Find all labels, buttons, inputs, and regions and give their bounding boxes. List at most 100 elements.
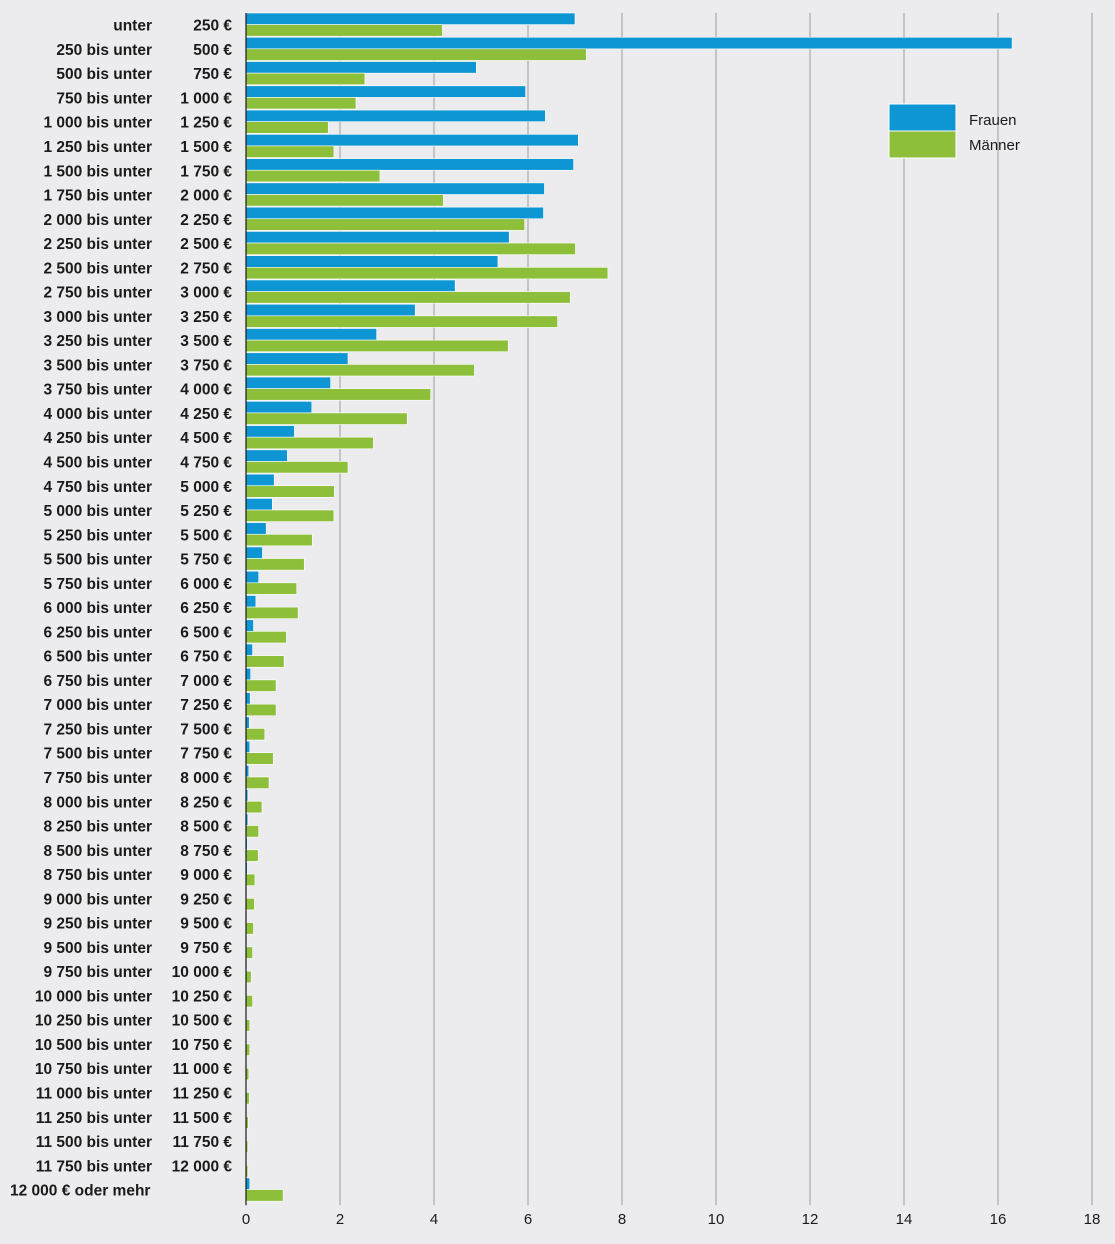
bar-frauen: [245, 425, 295, 438]
bar-maenner: [245, 291, 571, 304]
bar-frauen: [245, 279, 456, 292]
category-label-upper: 4 000 €: [180, 382, 232, 399]
bar-maenner: [245, 849, 259, 862]
category-label-upper: 12 000 €: [172, 1158, 233, 1175]
bar-frauen: [245, 546, 263, 559]
category-label: 6 000 bis unter: [43, 600, 152, 617]
bar-maenner: [245, 169, 381, 183]
category-label: 9 500 bis unter: [43, 940, 152, 957]
category-label-upper: 9 500 €: [180, 916, 232, 933]
category-label: 10 500 bis unter: [35, 1037, 152, 1054]
x-axis-tick-labels: 0 2 4 6 8 10 12 14 16 18: [242, 1211, 1101, 1228]
category-label-upper: 3 500 €: [180, 333, 232, 350]
bar-maenner: [245, 558, 305, 571]
category-label-upper: 11 500 €: [173, 1110, 233, 1127]
category-label: 8 750 bis unter: [43, 867, 152, 884]
bar-frauen: [245, 498, 273, 511]
category-label: 250 bis unter: [56, 42, 152, 59]
bar-maenner: [245, 194, 444, 207]
category-label-upper: 10 000 €: [172, 964, 233, 981]
category-label: 8 250 bis unter: [43, 819, 152, 836]
bar-maenner: [245, 266, 609, 280]
category-label-upper: 250 €: [193, 18, 232, 35]
bar-frauen: [245, 61, 477, 74]
bar-frauen: [245, 255, 499, 268]
category-label-upper: 11 000 €: [173, 1061, 233, 1078]
category-label-upper: 2 500 €: [180, 236, 232, 253]
category-label-upper: 11 250 €: [173, 1086, 233, 1103]
bar-maenner: [245, 679, 277, 692]
bar-frauen: [245, 692, 251, 705]
bar-maenner: [245, 218, 526, 231]
legend-label-maenner: Männer: [969, 137, 1020, 154]
category-label-upper: 5 500 €: [180, 527, 232, 544]
category-label: 8 500 bis unter: [43, 843, 152, 860]
category-label-upper: 1 750 €: [180, 163, 232, 180]
bar-frauen: [245, 134, 579, 147]
bar-frauen: [245, 206, 544, 220]
bar-maenner: [245, 752, 274, 765]
bar-maenner: [245, 825, 259, 838]
category-label-upper: 6 250 €: [180, 600, 232, 617]
bar-maenner: [245, 582, 298, 595]
bar-maenner: [245, 72, 366, 86]
category-labels: unter 250 € 250 bis unter 500 € 500 bis unte…: [10, 18, 232, 1200]
x-tick-label: 8: [618, 1211, 626, 1228]
x-tick-label: 14: [896, 1211, 913, 1228]
category-label: 7 000 bis unter: [43, 697, 152, 714]
bar-frauen: [245, 85, 526, 98]
category-label: 4 500 bis unter: [43, 454, 152, 471]
bar-maenner: [245, 995, 253, 1008]
bar-frauen: [245, 570, 259, 584]
category-label: 11 000 bis unter: [36, 1086, 152, 1103]
category-label-upper: 9 750 €: [180, 940, 232, 957]
category-label-upper: 8 750 €: [180, 843, 232, 860]
category-label-upper: 9 000 €: [180, 867, 232, 884]
category-label-upper: 9 250 €: [180, 891, 232, 908]
bar-maenner: [245, 922, 254, 935]
bar-frauen: [245, 643, 253, 656]
category-label: 750 bis unter: [56, 90, 152, 107]
bar-frauen: [245, 158, 574, 171]
bar-maenner: [245, 898, 255, 911]
category-label: 11 500 bis unter: [36, 1134, 152, 1151]
bar-maenner: [245, 24, 443, 37]
bar-frauen: [245, 182, 545, 195]
bar-maenner: [245, 121, 329, 134]
bar-frauen: [245, 473, 275, 487]
category-label: 7 250 bis unter: [43, 721, 152, 738]
category-label-upper: 500 €: [193, 42, 232, 59]
legend-label-frauen: Frauen: [969, 112, 1017, 129]
category-label: unter: [113, 18, 152, 35]
bar-maenner: [245, 388, 432, 401]
bar-maenner: [245, 946, 253, 959]
category-label: 12 000 € oder mehr: [10, 1183, 150, 1200]
category-label: 10 250 bis unter: [35, 1013, 152, 1030]
bar-maenner: [245, 776, 270, 789]
category-label-upper: 4 250 €: [180, 406, 232, 423]
category-label: 1 000 bis unter: [43, 115, 152, 132]
category-label-upper: 4 750 €: [180, 454, 232, 471]
legend: Frauen Männer: [888, 103, 1020, 159]
category-label: 1 750 bis unter: [43, 188, 152, 205]
bar-maenner: [245, 703, 277, 717]
category-label-upper: 10 250 €: [172, 988, 233, 1005]
bar-maenner: [245, 533, 313, 547]
category-label: 2 250 bis unter: [43, 236, 152, 253]
category-label: 7 500 bis unter: [43, 746, 152, 763]
bar-maenner: [245, 800, 263, 814]
bar-maenner: [245, 970, 252, 984]
category-label-upper: 750 €: [193, 66, 232, 83]
x-tick-label: 0: [242, 1211, 250, 1228]
category-label-upper: 8 000 €: [180, 770, 232, 787]
bar-frauen: [245, 667, 251, 681]
bar-frauen: [245, 401, 313, 414]
x-tick-label: 12: [802, 1211, 819, 1228]
bar-frauen: [245, 36, 1013, 50]
category-label-upper: 3 000 €: [180, 285, 232, 302]
category-label: 6 250 bis unter: [43, 624, 152, 641]
category-label-upper: 4 500 €: [180, 430, 232, 447]
category-label-upper: 6 500 €: [180, 624, 232, 641]
bar-frauen: [245, 328, 377, 341]
